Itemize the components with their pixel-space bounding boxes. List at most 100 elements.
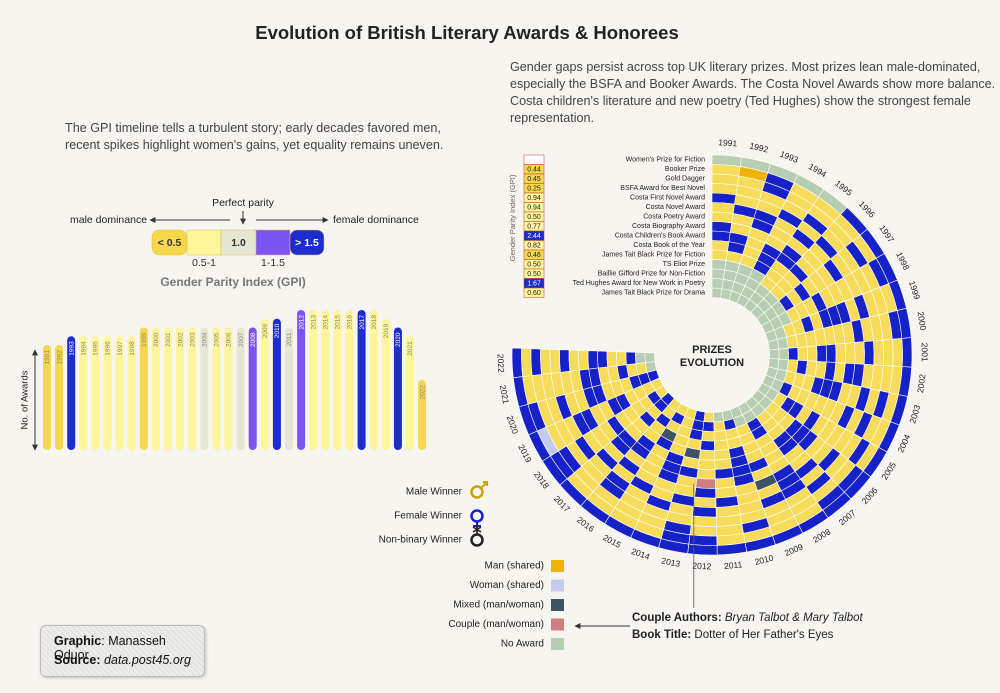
gpi-left-label: male dominance	[70, 214, 147, 226]
bar	[333, 310, 342, 450]
year-label: 2019	[516, 443, 534, 465]
row-label: James Tait Black Prize for Fiction	[602, 252, 705, 259]
heat-cell	[625, 351, 637, 366]
heat-cell	[787, 347, 799, 361]
year-label: 1993	[778, 149, 800, 165]
row-label: Women's Prize for Fiction	[626, 157, 706, 164]
heat-cell	[697, 458, 716, 470]
scale-box	[289, 229, 325, 256]
heat-cell	[844, 342, 856, 365]
bar	[406, 336, 414, 450]
heat-cell	[711, 287, 723, 299]
heat-cell	[568, 349, 580, 372]
legend-swatch	[551, 618, 564, 631]
bar-year-label: 1994	[81, 341, 88, 356]
year-label: 2018	[532, 469, 551, 490]
bar-year-label: 1992	[56, 350, 63, 365]
bar-year-label: 2006	[226, 332, 233, 347]
gpi-label: 0.50	[527, 271, 541, 278]
heat-cell	[873, 339, 884, 366]
bar-year-label: 2022	[419, 385, 426, 400]
bar	[212, 327, 221, 450]
annotation-value: Dotter of Her Father's Eyes	[694, 629, 833, 641]
row-label: BSFA Award for Best Novel	[620, 185, 705, 192]
year-label: 2010	[754, 553, 775, 567]
credit-line: Graphic: Manasseh Oduor	[54, 634, 204, 662]
row-label: Gold Dagger	[665, 176, 705, 183]
heat-cell	[816, 344, 827, 363]
bar	[309, 310, 318, 450]
bar	[127, 336, 136, 450]
gpi-label: 0.94	[527, 205, 541, 212]
bar	[248, 327, 257, 450]
bar-year-label: 2016	[347, 315, 354, 330]
heat-cell	[530, 348, 542, 376]
bar-year-label: 2019	[383, 323, 390, 338]
year-label: 2007	[837, 507, 858, 527]
legend-swatch	[551, 579, 564, 592]
credit-label: Source	[54, 653, 97, 667]
legend-symbol	[470, 525, 484, 547]
bar	[176, 327, 185, 450]
row-label: Ted Hughes Award for New Work in Poetry	[573, 280, 706, 287]
heat-cell	[713, 439, 729, 451]
legend-swatch	[551, 599, 564, 611]
bar	[43, 345, 51, 450]
bar	[79, 336, 88, 450]
heat-cell	[806, 345, 818, 362]
row-label: Costa Poetry Award	[643, 214, 705, 221]
legend-label: Male Winner	[406, 487, 463, 498]
heat-cell	[713, 411, 724, 423]
symbol-ring	[470, 509, 484, 523]
year-label: 2021	[498, 384, 511, 405]
bar-year-label: 2020	[395, 332, 402, 347]
bar-year-label: 1996	[105, 341, 112, 356]
annotation: Couple Authors: Bryan Talbot & Mary Talb…	[632, 612, 864, 624]
year-label: 1997	[877, 223, 896, 244]
gpi-center-label: Perfect parity	[212, 197, 275, 209]
bar-year-label: 1999	[141, 332, 148, 347]
gpi-label: 0.44	[527, 167, 541, 174]
heat-cell	[703, 411, 715, 423]
heat-cell	[540, 348, 552, 375]
bar-year-label: 2010	[274, 323, 281, 338]
year-label: 2016	[575, 515, 596, 534]
intro-left: The GPI timeline tells a turbulent story…	[65, 121, 444, 152]
gpi-label: 0.94	[527, 195, 541, 202]
scale-box	[255, 229, 291, 256]
bar-year-label: 1991	[44, 350, 51, 365]
gpi-cell	[523, 154, 545, 165]
year-label: 1996	[857, 199, 877, 220]
bar	[164, 327, 172, 450]
gpi-cell	[523, 287, 545, 298]
heat-cell	[635, 352, 646, 364]
heat-cell	[711, 221, 733, 233]
row-label: Costa Children's Book Award	[615, 233, 705, 240]
heat-cell	[891, 338, 903, 367]
year-label: 2013	[661, 555, 682, 569]
year-label: 2014	[630, 546, 651, 562]
bar-year-label: 2021	[407, 341, 414, 356]
heat-cell	[767, 338, 780, 351]
heat-cell	[835, 343, 846, 364]
year-label: 2003	[907, 403, 922, 424]
heat-cell	[695, 477, 716, 489]
legend-label: Female Winner	[394, 511, 462, 522]
heat-cell	[597, 350, 609, 369]
year-label: 2012	[692, 561, 712, 572]
bar-year-label: 2014	[323, 315, 330, 330]
heat-cell	[713, 420, 726, 432]
year-label: 2006	[860, 485, 880, 506]
scale-label: 1.0	[231, 237, 246, 249]
gpi-label: 0.82	[527, 243, 541, 250]
credit-value: : Manasseh Oduor	[54, 634, 166, 662]
heat-cell	[882, 338, 894, 367]
heat-cell	[711, 230, 731, 243]
heat-cell	[714, 448, 731, 461]
heat-cell	[549, 349, 561, 374]
heat-cell	[521, 348, 533, 377]
bar-year-label: 2012	[298, 315, 305, 330]
year-label: 1992	[749, 141, 770, 155]
year-label: 1994	[807, 161, 829, 179]
heat-cell	[511, 347, 524, 378]
